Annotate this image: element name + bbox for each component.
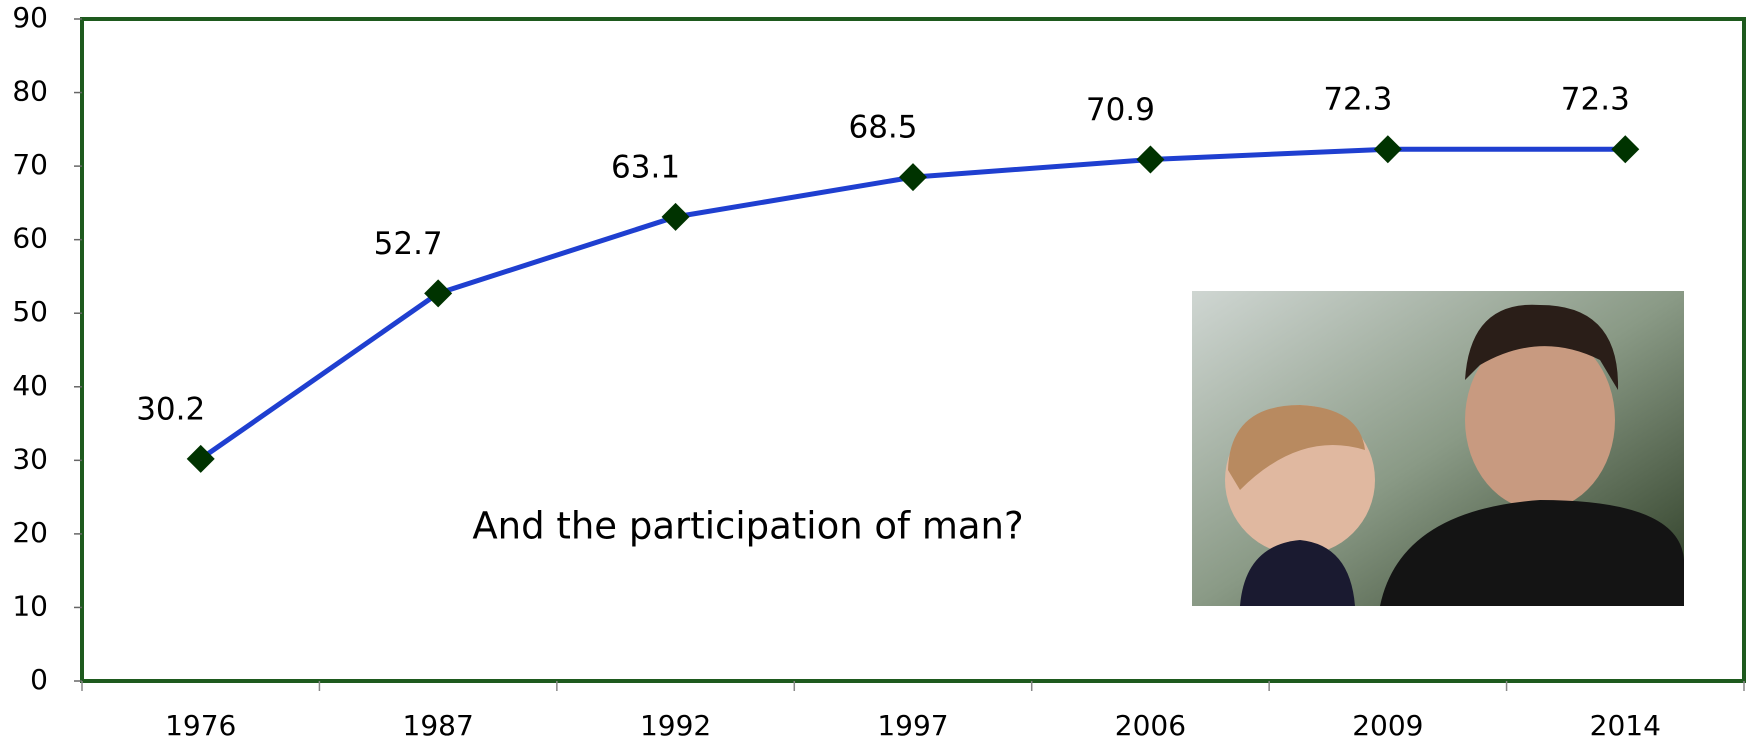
y-tick-label: 0 <box>30 663 48 696</box>
y-tick-label: 20 <box>12 516 48 549</box>
data-label: 68.5 <box>848 110 917 146</box>
x-tick-label: 1992 <box>640 709 711 741</box>
marker <box>1136 145 1165 174</box>
annotation: And the participation of man? <box>472 505 1023 548</box>
marker <box>186 444 215 473</box>
data-label: 72.3 <box>1561 82 1630 118</box>
x-tick-label: 2009 <box>1352 709 1423 741</box>
y-tick-label: 10 <box>12 589 48 622</box>
marker <box>1373 135 1402 164</box>
x-tick-label: 2014 <box>1590 709 1661 741</box>
x-tick-label: 2006 <box>1115 709 1186 741</box>
x-tick-label: 1987 <box>403 709 474 741</box>
y-tick-label: 90 <box>12 1 48 34</box>
marker <box>899 163 927 192</box>
y-tick-label: 80 <box>12 75 48 108</box>
x-tick-label: 1997 <box>877 709 948 741</box>
y-tick-label: 60 <box>12 222 48 255</box>
y-tick-label: 40 <box>12 369 48 402</box>
x-tick-label: 1976 <box>165 709 236 741</box>
data-label: 52.7 <box>374 226 443 262</box>
y-tick-label: 70 <box>12 148 48 181</box>
marker <box>661 202 690 231</box>
data-label: 72.3 <box>1323 82 1392 118</box>
marker <box>1611 135 1640 164</box>
data-label: 70.9 <box>1086 92 1155 128</box>
photo <box>1192 291 1684 606</box>
marker <box>424 279 453 308</box>
y-tick-label: 50 <box>12 295 48 328</box>
data-label: 30.2 <box>136 391 205 427</box>
data-label: 63.1 <box>611 149 680 185</box>
y-tick-label: 30 <box>12 442 48 475</box>
plot-frame <box>80 17 1746 683</box>
